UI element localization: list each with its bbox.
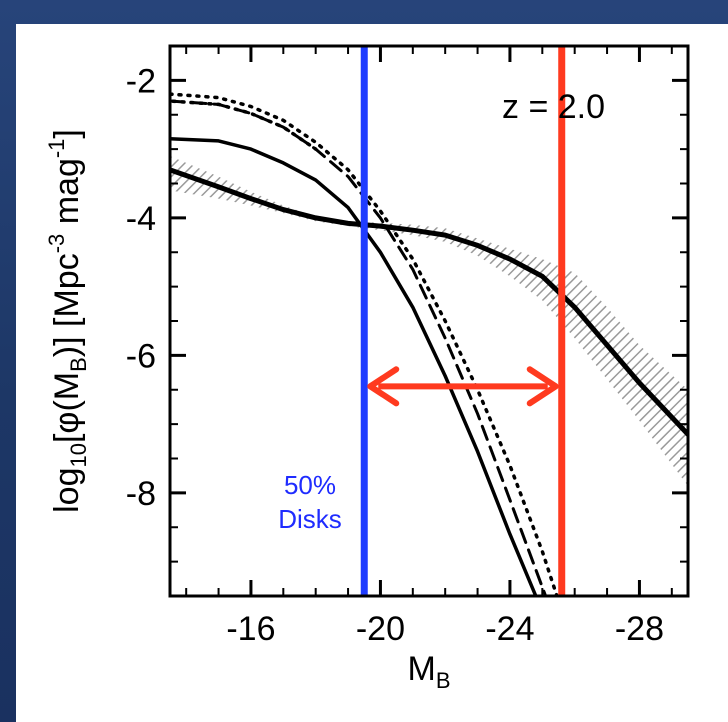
series-line-dashed: [170, 99, 548, 596]
y-tick-label: -8: [126, 475, 156, 513]
range-arrow-right-head: [526, 366, 559, 407]
x-tick-label: -16: [226, 610, 275, 648]
x-axis-title-main: M: [407, 650, 435, 688]
y-title-mpc-sup: -3: [44, 234, 69, 254]
x-axis-title: MB: [407, 650, 450, 693]
series-line-solid: [170, 137, 538, 596]
y-title-close: ]: [48, 129, 86, 138]
y-axis-title: log10[φ(MB)] [Mpc-3 mag-1]: [44, 129, 91, 513]
x-axis-title-sub: B: [436, 668, 451, 693]
series-line-dashdot-overlay: [170, 99, 318, 151]
y-tick-label: -2: [126, 62, 156, 100]
y-title-mag-sup: -1: [44, 139, 69, 159]
y-title-phi-sub: B: [66, 357, 91, 372]
x-tick-label: -24: [485, 610, 534, 648]
disk-label-text: Disks: [278, 504, 342, 534]
y-title-mag: mag: [48, 158, 86, 234]
series-line-dotted: [170, 92, 559, 596]
luminosity-function-chart: -16 -20 -24 -28 -2 -4 -6 -8 z = 2.0 50% Disks M…: [44, 44, 690, 693]
x-tick-label: -20: [356, 610, 405, 648]
series-line-thick-solid: [170, 167, 688, 437]
disk-label-percent: 50%: [284, 470, 336, 500]
y-title-phi: [φ(M: [48, 372, 86, 443]
x-tick-label: -28: [615, 610, 664, 648]
y-tick-label: -4: [126, 200, 156, 238]
uncertainty-band: [170, 156, 688, 486]
y-title-log: log: [48, 468, 86, 513]
y-title-log-sub: 10: [66, 443, 91, 467]
range-arrow-left-head: [367, 366, 400, 407]
y-title-units: )] [Mpc: [48, 253, 86, 357]
chart-panel: -16 -20 -24 -28 -2 -4 -6 -8 z = 2.0 50% Disks M…: [16, 24, 728, 722]
y-tick-label: -6: [126, 337, 156, 375]
redshift-annotation: z = 2.0: [502, 88, 605, 126]
